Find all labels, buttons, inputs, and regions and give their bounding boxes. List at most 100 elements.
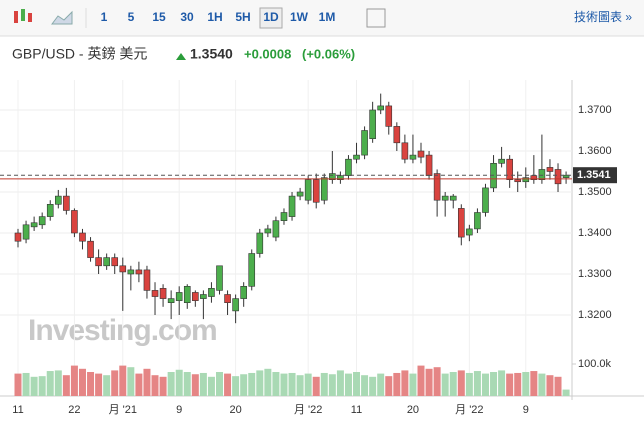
candle-body <box>385 105 393 127</box>
candle-body <box>296 191 304 197</box>
toolbar <box>0 0 644 36</box>
volume-bar <box>135 373 143 396</box>
volume-bar <box>498 370 506 396</box>
volume-bar <box>481 373 489 396</box>
candle-body <box>95 257 102 267</box>
volume-bar <box>30 376 38 396</box>
candle-body <box>433 173 441 201</box>
x-tick-label: 月 '22 <box>455 404 483 416</box>
candle-body <box>103 257 110 267</box>
volume-bar <box>22 372 30 396</box>
area-icon[interactable] <box>51 10 73 25</box>
candle-body <box>200 294 207 299</box>
volume-bar <box>280 373 288 396</box>
volume-bar <box>264 368 272 396</box>
x-tick-label: 22 <box>68 404 80 416</box>
candle-body <box>38 216 46 226</box>
interval-button[interactable]: 1 <box>101 10 108 24</box>
volume-bar <box>393 372 401 396</box>
volume-bar <box>216 372 223 396</box>
plot: 1.3200 1.3300 1.3400 1.3500 1.3600 1.3700 100.… <box>0 80 617 416</box>
volume-bar <box>87 372 95 396</box>
candle-body <box>304 179 312 201</box>
candle-body <box>482 187 489 213</box>
interval-buttons: 1 5 15 30 1H 5H 1D 1W 1M <box>101 7 336 29</box>
technical-link[interactable]: 技術圖表 » <box>574 10 632 24</box>
interval-button[interactable]: 30 <box>180 10 194 24</box>
y-tick-label: 1.3200 <box>578 309 612 321</box>
candle-body <box>554 169 562 185</box>
volume-bar <box>312 376 320 396</box>
candle-body <box>320 177 328 201</box>
candle-body <box>22 224 30 240</box>
candle-body <box>514 179 522 183</box>
volume-bar <box>562 389 570 396</box>
candle-body <box>71 210 78 234</box>
volume-bar <box>385 376 393 396</box>
x-tick-label: 20 <box>229 404 241 416</box>
candle-body <box>119 265 127 273</box>
candle-body <box>175 292 183 301</box>
candle-body <box>14 232 22 242</box>
candle-body <box>167 298 175 304</box>
up-arrow <box>176 53 186 60</box>
volume-bar <box>207 376 215 396</box>
interval-button[interactable]: 1D <box>263 10 279 24</box>
candle-body <box>46 204 54 217</box>
volume-bar <box>119 365 127 396</box>
candle-body <box>498 158 505 164</box>
candle-body <box>256 232 264 254</box>
volume-bar <box>151 375 159 396</box>
volume-bar <box>62 375 70 396</box>
y-tick-label: 1.3500 <box>578 186 612 198</box>
interval-button[interactable]: 1W <box>290 10 309 24</box>
candle-body <box>232 298 239 312</box>
candle-body <box>216 265 223 291</box>
candle-body <box>272 220 280 238</box>
candle-body <box>425 154 433 176</box>
volume-tick-label: 100.0k <box>578 358 612 370</box>
candle-body <box>280 212 288 221</box>
candle-body <box>361 130 368 156</box>
volume-bar <box>514 372 522 396</box>
volume-bar <box>224 373 232 396</box>
interval-button[interactable]: 5H <box>235 10 250 24</box>
volume-bar <box>490 372 498 396</box>
candle-body <box>538 169 546 180</box>
candle-icon[interactable] <box>14 9 32 23</box>
candle-body <box>522 177 530 183</box>
candle-body <box>248 253 256 287</box>
candle-body <box>506 158 513 180</box>
volume-bar <box>441 373 449 396</box>
candle-body <box>63 195 70 211</box>
interval-button[interactable]: 15 <box>152 10 166 24</box>
volume-bar <box>167 372 175 396</box>
candle-body <box>457 208 465 238</box>
candle-body <box>329 173 336 181</box>
volume-bar <box>506 373 514 396</box>
candle-body <box>143 269 151 291</box>
volume-bar <box>361 375 369 396</box>
x-tick-label: 20 <box>407 404 419 416</box>
volume-bar <box>401 370 409 396</box>
candle-body <box>353 154 360 160</box>
y-tick-label: 1.3300 <box>578 268 612 280</box>
interval-button[interactable]: 1H <box>207 10 222 24</box>
volume-bar <box>38 376 46 396</box>
interval-button[interactable]: 5 <box>128 10 135 24</box>
settings-icon[interactable] <box>366 8 386 28</box>
volume-bar <box>111 370 119 396</box>
candle-body <box>135 269 143 275</box>
candle-body <box>54 195 62 205</box>
candle-body <box>79 232 86 242</box>
volume-bar <box>272 372 280 396</box>
candle-body <box>127 269 135 275</box>
candle-body <box>264 228 272 234</box>
interval-button[interactable]: 1M <box>319 10 336 24</box>
change: +0.0008 <box>244 46 291 61</box>
y-tick-label: 1.3700 <box>578 104 612 116</box>
volume-bar <box>191 374 199 396</box>
instrument: GBP/USD - 英鎊 美元 <box>12 46 147 62</box>
y-tick-label: 1.3400 <box>578 227 612 239</box>
